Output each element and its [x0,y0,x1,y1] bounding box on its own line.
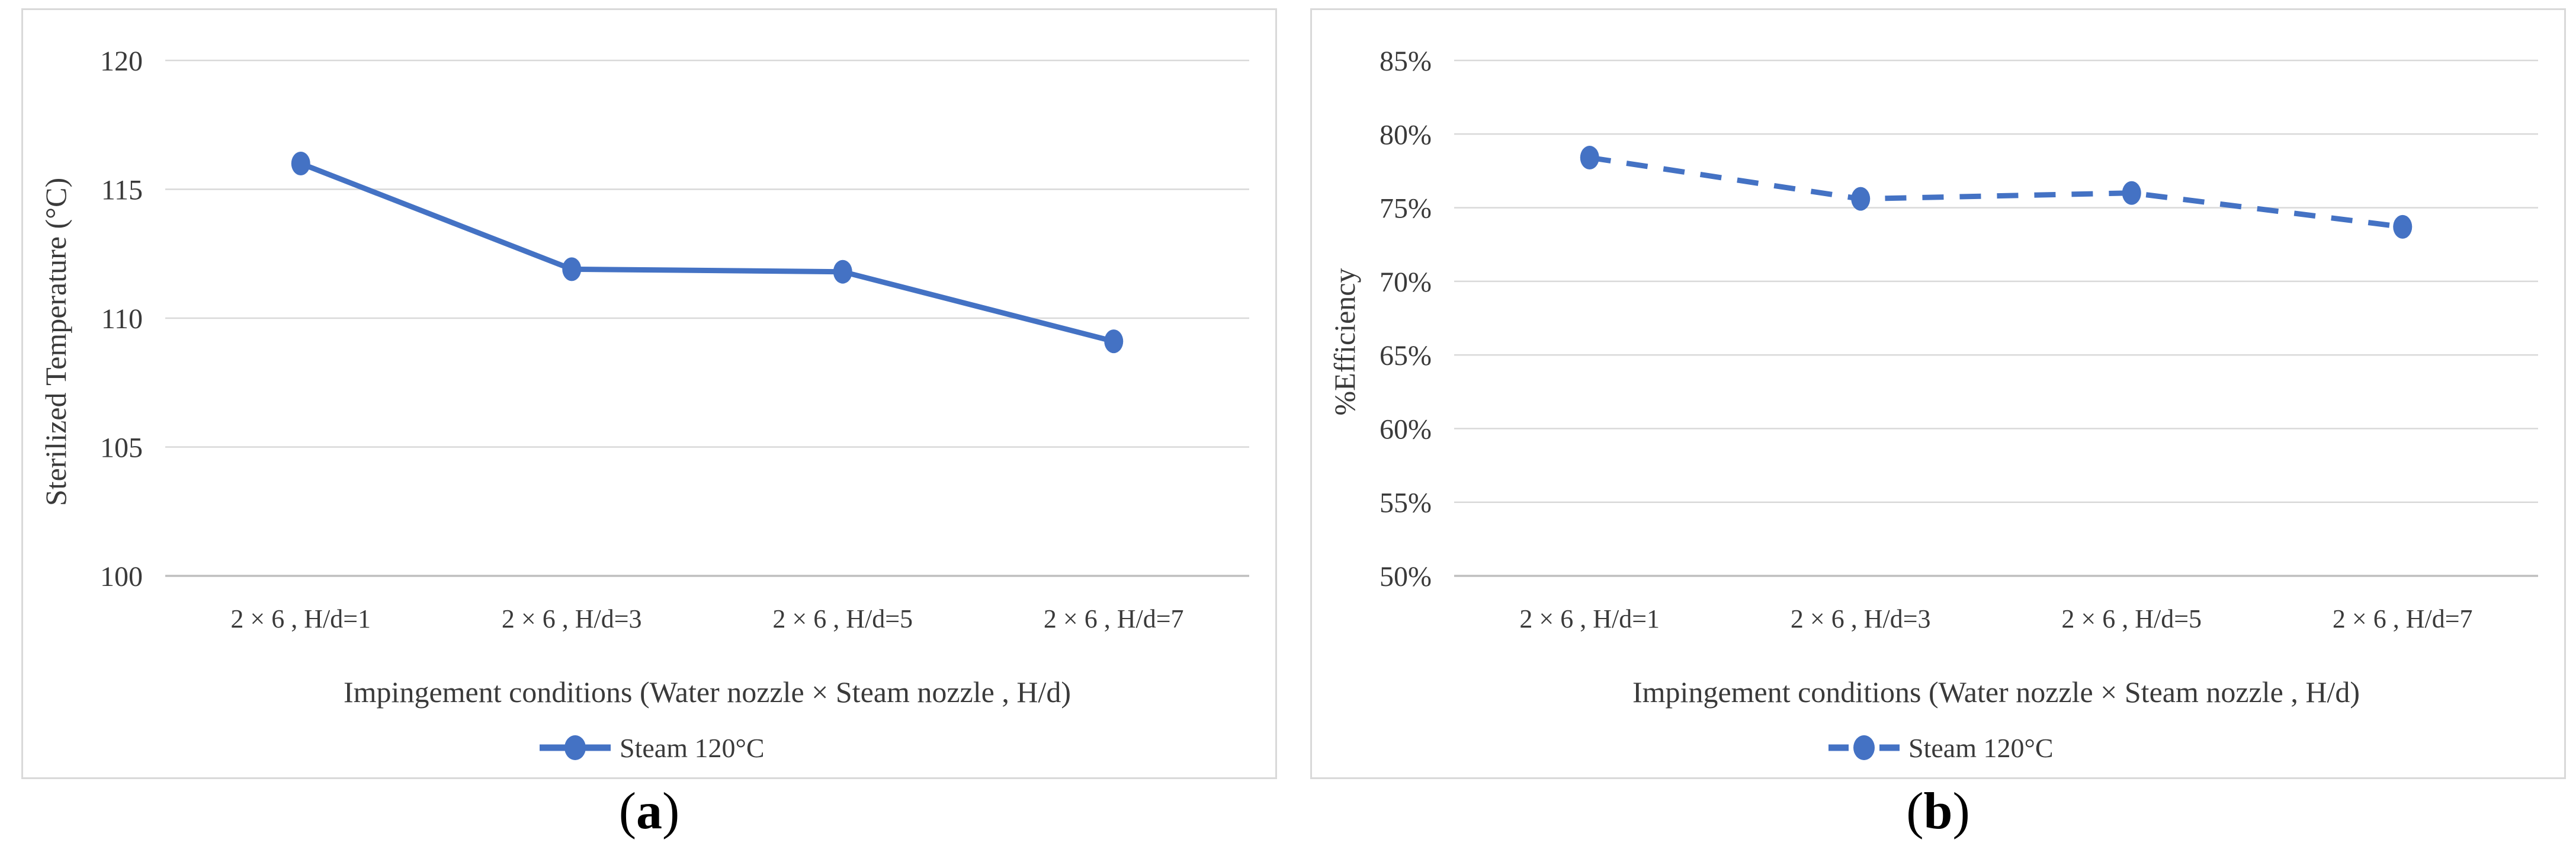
caption-a-paren-close: ) [662,783,680,840]
y-axis-title: Sterilized Temperature (°C) [39,178,72,506]
legend-label: Steam 120°C [1908,733,2054,763]
caption-b-paren-close: ) [1952,783,1970,840]
data-point-marker [562,257,582,281]
legend-marker [564,735,586,760]
caption-b-paren-open: ( [1906,783,1924,840]
data-point-marker [2122,181,2141,205]
x-tick-label: 2 × 6 , H/d=3 [1791,604,1931,633]
x-tick-label: 2 × 6 , H/d=1 [1519,604,1660,633]
caption-b: (b) [1310,783,2566,841]
y-tick-label: 80% [1380,119,1432,150]
y-tick-label: 85% [1380,46,1432,77]
y-tick-label: 110 [101,303,143,335]
series-line [1589,155,2403,230]
caption-a-letter: a [636,783,662,840]
caption-a: (a) [21,783,1277,841]
y-tick-label: 120 [100,46,143,77]
data-point-marker [291,152,310,175]
y-tick-label: 50% [1380,561,1432,592]
y-tick-label: 60% [1380,414,1432,445]
x-tick-label: 2 × 6 , H/d=7 [1044,604,1184,633]
chart-a-canvas: 120 115 110 105 100 2 × 6 , H/d=1 2 × 6 , H/d=… [39,46,1249,763]
x-axis-title: Impingement conditions (Water nozzle × S… [1632,675,2360,709]
panel-b: 85% 80% 75% 70% 65% 60% 55% 50% 2 × 6 , H/d=1 2 ×… [1310,8,2566,779]
data-point-marker [1580,146,1599,170]
chart-b-canvas: 85% 80% 75% 70% 65% 60% 55% 50% 2 × 6 , H/d=1 2 ×… [1328,46,2538,763]
x-tick-label: 2 × 6 , H/d=5 [2061,604,2202,633]
series-line [300,161,1115,344]
y-tick-label: 70% [1380,267,1432,298]
y-tick-label: 65% [1380,340,1432,371]
caption-a-paren-open: ( [618,783,636,840]
x-axis-title: Impingement conditions (Water nozzle × S… [344,675,1071,709]
x-tick-label: 2 × 6 , H/d=3 [502,604,642,633]
y-axis-title: %Efficiency [1328,268,1361,416]
legend-marker [1853,735,1875,760]
data-point-marker [1104,329,1124,354]
y-tick-label: 105 [100,432,143,464]
data-point-marker [833,259,852,284]
x-tick-label: 2 × 6 , H/d=7 [2333,604,2473,633]
x-tick-label: 2 × 6 , H/d=1 [230,604,371,633]
y-tick-label: 100 [100,561,143,592]
y-tick-label: 55% [1380,488,1432,519]
caption-b-letter: b [1923,783,1953,840]
panel-a: 120 115 110 105 100 2 × 6 , H/d=1 2 × 6 , H/d=… [21,8,1277,779]
y-tick-label: 75% [1380,193,1432,225]
data-point-marker [1851,187,1871,211]
x-tick-label: 2 × 6 , H/d=5 [772,604,913,633]
y-tick-label: 115 [101,175,143,206]
legend-label: Steam 120°C [620,733,765,763]
data-point-marker [2393,214,2413,239]
